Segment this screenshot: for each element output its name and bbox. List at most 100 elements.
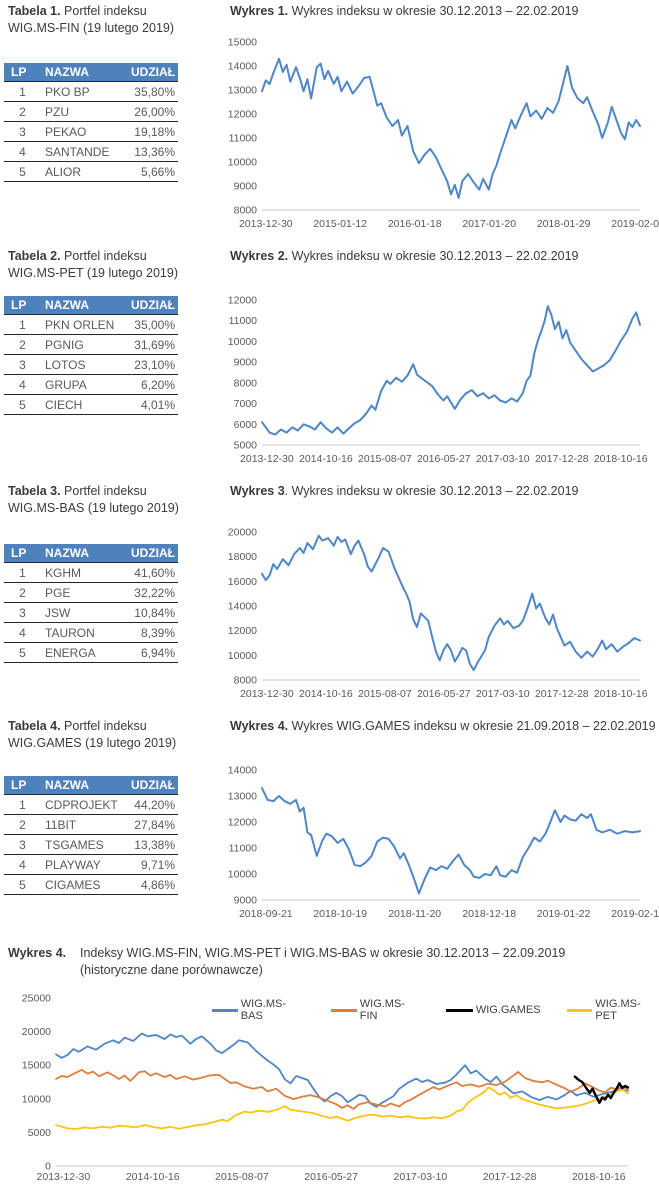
wykres-3-title: Wykres 3. Wykres indeksu w okresie 30.12… bbox=[230, 484, 579, 498]
table-cell: 26,00% bbox=[123, 101, 178, 122]
column-header: NAZWA bbox=[41, 776, 123, 795]
x-axis-tick-label: 2019-02-04 bbox=[611, 218, 659, 230]
table-cell: 4 bbox=[4, 622, 41, 643]
y-axis-tick-label: 18000 bbox=[228, 551, 257, 563]
series-line-WIG.GAMES bbox=[261, 787, 641, 895]
tabela-3-title-line2: WIG.MS-BAS (19 lutego 2019) bbox=[8, 501, 179, 515]
wykres-4b-title-line2: (historyczne dane porównawcze) bbox=[80, 962, 263, 977]
table-cell: 5,66% bbox=[123, 161, 178, 182]
table-cell: 2 bbox=[4, 814, 41, 835]
wykres-1-title: Wykres 1. Wykres indeksu w okresie 30.12… bbox=[230, 4, 579, 18]
y-axis-tick-label: 11000 bbox=[229, 133, 258, 145]
x-axis-tick-label: 2016-05-27 bbox=[417, 688, 471, 700]
table-row: 5 CIGAMES 4,86% bbox=[4, 874, 178, 895]
x-axis-tick-label: 2018-10-16 bbox=[594, 688, 648, 700]
legend-swatch bbox=[212, 1008, 238, 1012]
legend-item: WIG.GAMES bbox=[445, 1004, 541, 1016]
x-axis-tick-label: 2017-01-20 bbox=[462, 218, 516, 230]
table-cell: PZU bbox=[41, 101, 123, 122]
x-axis-tick-label: 2014-10-16 bbox=[299, 453, 353, 465]
legend-item: WIG.MS-BAS bbox=[212, 998, 305, 1022]
tabela-1-title-line2: WIG.MS-FIN (19 lutego 2019) bbox=[8, 21, 175, 35]
table-cell: 44,20% bbox=[123, 794, 178, 815]
y-axis-tick-label: 14000 bbox=[228, 765, 257, 777]
table-cell: CIGAMES bbox=[41, 874, 123, 895]
table-cell: 13,36% bbox=[123, 141, 178, 162]
table-cell: 2 bbox=[4, 582, 41, 603]
x-axis-tick-label: 2019-02-19 bbox=[611, 908, 659, 920]
column-header: UDZIAŁ bbox=[123, 63, 178, 82]
table-cell: 31,69% bbox=[123, 334, 178, 355]
column-header: LP bbox=[4, 544, 41, 563]
tabela-3-title-bold: Tabela 3. bbox=[8, 484, 61, 498]
table-row: 1 KGHM 41,60% bbox=[4, 562, 178, 583]
table-header-row: LP NAZWA UDZIAŁ bbox=[4, 63, 178, 82]
column-header: LP bbox=[4, 296, 41, 315]
table-cell: 3 bbox=[4, 602, 41, 623]
tabela-4-title-line2: WIG.GAMES (19 lutego 2019) bbox=[8, 736, 177, 750]
x-axis-tick-label: 2015-08-07 bbox=[358, 453, 412, 465]
y-axis-tick-label: 10000 bbox=[228, 650, 257, 662]
table-cell: 5 bbox=[4, 642, 41, 663]
x-axis-tick-label: 2015-08-07 bbox=[358, 688, 412, 700]
tabela-2-title-bold: Tabela 2. bbox=[8, 249, 61, 263]
table-cell: 6,20% bbox=[123, 374, 178, 395]
table-cell: 35,00% bbox=[123, 314, 178, 335]
table-cell: 23,10% bbox=[123, 354, 178, 375]
x-axis-tick-label: 2013-12-30 bbox=[37, 1171, 91, 1183]
chart-legend: WIG.MS-BAS WIG.MS-FIN WIG.GAMES WIG.MS-PET bbox=[212, 998, 659, 1022]
table-cell: ALIOR bbox=[41, 161, 123, 182]
table-row: 1 PKN ORLEN 35,00% bbox=[4, 314, 178, 335]
x-axis-tick-label: 2017-12-28 bbox=[535, 453, 589, 465]
table-cell: SANTANDE bbox=[41, 141, 123, 162]
table-row: 3 TSGAMES 13,38% bbox=[4, 834, 178, 855]
tabela-1-title-bold: Tabela 1. bbox=[8, 4, 61, 18]
table-cell: 4 bbox=[4, 374, 41, 395]
x-axis-tick-label: 2013-12-30 bbox=[239, 218, 293, 230]
y-axis-tick-label: 12000 bbox=[228, 295, 257, 307]
table-row: 1 PKO BP 35,80% bbox=[4, 81, 178, 102]
table-cell: 35,80% bbox=[123, 81, 178, 102]
x-axis-tick-label: 2016-05-27 bbox=[304, 1171, 358, 1183]
table-cell: 4,01% bbox=[123, 394, 178, 415]
table-header-row: LP NAZWA UDZIAŁ bbox=[4, 776, 178, 795]
table-row: 2 PZU 26,00% bbox=[4, 101, 178, 122]
table-cell: 4 bbox=[4, 141, 41, 162]
x-axis-tick-label: 2019-01-22 bbox=[537, 908, 591, 920]
wykres-2-title: Wykres 2. Wykres indeksu w okresie 30.12… bbox=[230, 249, 579, 263]
column-header: NAZWA bbox=[41, 296, 123, 315]
y-axis-tick-label: 14000 bbox=[228, 601, 257, 613]
y-axis-tick-label: 8000 bbox=[234, 205, 258, 217]
y-axis-tick-label: 8000 bbox=[234, 377, 258, 389]
table-cell: 41,60% bbox=[123, 562, 178, 583]
y-axis-tick-label: 20000 bbox=[22, 1026, 51, 1038]
y-axis-tick-label: 9000 bbox=[234, 181, 258, 193]
legend-swatch bbox=[566, 1008, 593, 1012]
table-row: 2 11BIT 27,84% bbox=[4, 814, 178, 835]
column-header: UDZIAŁ bbox=[123, 544, 178, 563]
column-header: UDZIAŁ bbox=[123, 776, 178, 795]
tabela-1-title: Tabela 1. Portfel indeksu WIG.MS-FIN (19… bbox=[8, 4, 175, 35]
legend-item: WIG.MS-FIN bbox=[330, 998, 420, 1022]
wykres1-chart: 8000 9000 10000 11000 12000 13000 14000 15000 20… bbox=[228, 37, 659, 231]
table-row: 3 PEKAO 19,18% bbox=[4, 121, 178, 142]
y-axis-tick-label: 5000 bbox=[28, 1127, 52, 1139]
table-row: 5 ENERGA 6,94% bbox=[4, 642, 178, 663]
x-axis-tick-label: 2018-12-18 bbox=[462, 908, 516, 920]
column-header: NAZWA bbox=[41, 544, 123, 563]
table-cell: 1 bbox=[4, 314, 41, 335]
series-line-WIG.MS-BAS bbox=[55, 1032, 629, 1108]
portfolio-table-wig-ms-fin: LP NAZWA UDZIAŁ 1 PKO BP 35,80% 2 PZU 26,00% 3 PEK… bbox=[4, 63, 178, 182]
y-axis-tick-label: 13000 bbox=[228, 791, 257, 803]
table-cell: KGHM bbox=[41, 562, 123, 583]
legend-label: WIG.GAMES bbox=[475, 1004, 541, 1016]
x-axis-tick-label: 2015-08-07 bbox=[215, 1171, 269, 1183]
tabela-2-title-line2: WIG.MS-PET (19 lutego 2019) bbox=[8, 266, 178, 280]
y-axis-tick-label: 9000 bbox=[234, 895, 258, 907]
table-cell: 3 bbox=[4, 354, 41, 375]
table-cell: 19,18% bbox=[123, 121, 178, 142]
portfolio-table-wig-ms-bas: LP NAZWA UDZIAŁ 1 KGHM 41,60% 2 PGE 32,22% 3 JSW 10… bbox=[4, 544, 178, 663]
x-axis-tick-label: 2018-10-16 bbox=[594, 453, 648, 465]
table-row: 2 PGNIG 31,69% bbox=[4, 334, 178, 355]
table-cell: LOTOS bbox=[41, 354, 123, 375]
